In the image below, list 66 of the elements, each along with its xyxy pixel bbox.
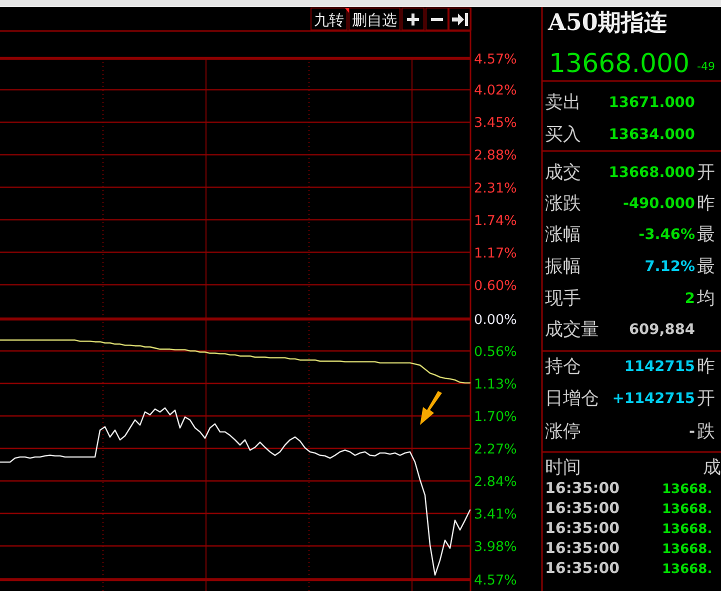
text: 13634.000 [608,127,695,143]
text: 13671.000 [608,95,695,111]
y-tick-label: 2.88% [474,148,518,164]
text: 昨 [697,193,715,214]
y-tick-label: 0.60% [474,278,518,294]
text: 九转 [314,11,344,29]
y-tick-label: 3.41% [474,506,518,522]
y-tick-label: 2.31% [474,180,518,196]
text: 最 [697,224,715,245]
text: 13668. [662,542,712,557]
y-tick-label: 2.84% [474,474,518,490]
text: 16:35:00 [545,539,620,557]
text: -3.46% [638,227,696,243]
y-tick-label: 1.13% [474,376,518,392]
text: A50期指连 [547,9,667,36]
text: 现手 [545,288,581,309]
text: 涨跌 [545,193,581,214]
text: 均 [696,288,715,309]
text: 7.12% [644,259,696,275]
y-tick-label: 1.70% [474,408,518,425]
text: 2 [684,291,695,307]
text: 成 [703,457,721,478]
text: 跌 [697,421,715,442]
text: 13668.000 [608,165,695,181]
text: 卖出 [545,92,581,113]
text: 昨 [697,356,715,377]
text: - [688,424,695,440]
line-series [0,339,471,384]
text: -490.000 [622,196,695,212]
text: 16:35:00 [545,499,620,517]
text: 删自选 [352,11,397,29]
text: 振幅 [545,256,581,277]
text: 开 [697,162,715,183]
y-tick-label: 2.27% [474,441,518,458]
y-tick-label: 4.02% [474,82,518,99]
text: 1142715 [624,359,695,375]
text: 时间 [545,457,581,478]
text: 日增仓 [545,388,599,409]
text: 13668. [662,482,712,497]
line-series [0,407,471,576]
text: 13668. [662,502,712,517]
y-tick-label: 1.17% [474,245,518,262]
text: 609,884 [628,322,695,338]
y-tick-label: 3.45% [474,115,518,132]
text: 最 [697,256,715,277]
text: 16:35:00 [545,559,620,577]
text: 16:35:00 [545,479,620,497]
text: +1142715 [612,391,695,407]
text: 持仓 [545,356,581,377]
text: 13668.000 [549,49,690,79]
y-tick-label: 0.56% [474,344,518,360]
y-tick-label: 3.98% [474,538,518,555]
y-tick-label: 1.74% [474,212,518,229]
text: 涨幅 [545,224,581,245]
text: 成交量 [545,319,599,340]
text: 成交 [545,162,581,183]
text: 16:35:00 [545,519,620,537]
text: 13668. [662,522,712,537]
text: -49 [697,60,715,73]
y-tick-label: 4.57% [474,51,518,68]
text: 涨停 [545,421,581,442]
text: 13668. [662,562,712,577]
y-tick-label: 4.57% [474,572,518,589]
text: 买入 [545,124,581,145]
text: 开 [697,388,715,409]
y-tick-label: 0.00% [474,312,518,328]
